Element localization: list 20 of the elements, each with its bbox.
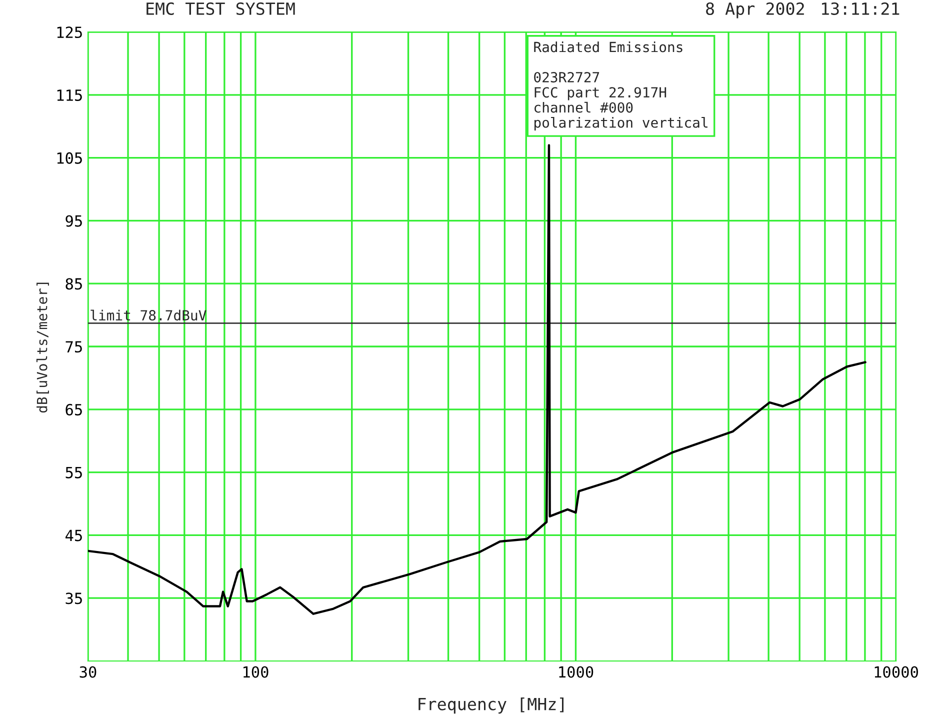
- text: Radiated Emissions 023R2727 FCC part 22.917H channel #000 polarization vertical: [534, 42, 708, 130]
- x-axis-title: Frequency [MHz]: [418, 697, 564, 714]
- y-tick-label: 45: [66, 530, 82, 542]
- y-tick-label: 55: [66, 467, 82, 478]
- y-tick-label: 75: [66, 341, 82, 353]
- y-tick-label: 85: [66, 278, 82, 290]
- y-tick-label: 95: [66, 215, 82, 227]
- y-tick-label: 115: [57, 90, 82, 101]
- y-tick-label: 125: [57, 26, 82, 38]
- x-tick-label: 1000: [559, 666, 594, 678]
- y-tick-label: 35: [66, 592, 82, 604]
- chart-title: EMC TEST SYSTEM: [146, 2, 295, 15]
- y-tick-label: 65: [66, 404, 82, 416]
- y-tick-label: 105: [57, 152, 82, 164]
- x-tick-label: 100: [244, 666, 268, 678]
- text: 8 Apr 2002: [706, 2, 804, 18]
- x-tick-label: 30: [80, 666, 96, 678]
- y-axis-title: dB[uVolts/meter]: [36, 282, 49, 413]
- x-tick-label: 10000: [874, 666, 918, 678]
- text: 13:11:21: [822, 2, 900, 15]
